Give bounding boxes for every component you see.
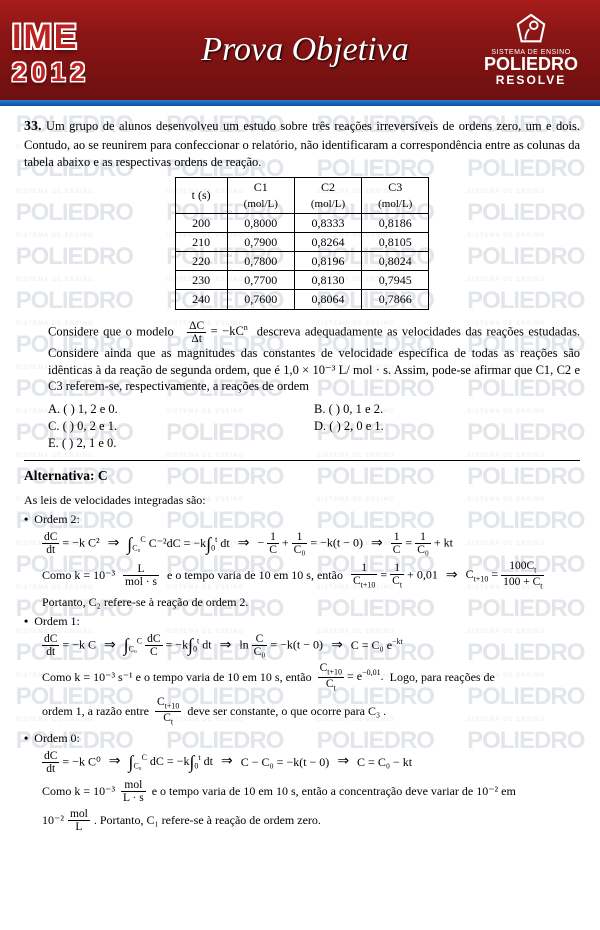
o0t1b: e o tempo varia de 10 em 10 s, então a c… xyxy=(152,784,516,799)
year-text: 2012 xyxy=(12,57,140,88)
exam-title: Prova Objetiva xyxy=(140,31,470,69)
option-a: A. ( ) 1, 2 e 0. xyxy=(48,401,314,418)
header-banner: IME 2012 Prova Objetiva SISTEMA DE ENSIN… xyxy=(0,0,600,100)
order1-eq3: ordem 1, a razão entre Ct+10Ct deve ser … xyxy=(42,696,580,726)
question-body: Um grupo de alunos desenvolveu um estudo… xyxy=(24,119,580,169)
sol-intro: As leis de velocidades integradas são: xyxy=(24,493,580,508)
o1t2b: deve ser constante, o que ocorre para C₃… xyxy=(187,704,386,719)
order1-label: Ordem 1: xyxy=(24,614,580,629)
option-e: E. ( ) 2, 1 e 0. xyxy=(48,435,314,452)
o1t2a: ordem 1, a razão entre xyxy=(42,704,149,719)
o0t2b: . Portanto, C₁ refere-se à reação de ord… xyxy=(94,813,321,828)
separator xyxy=(24,460,580,461)
o0t1: Como k = 10⁻³ xyxy=(42,784,115,799)
question-text: 33. Um grupo de alunos desenvolveu um es… xyxy=(24,118,580,171)
o2t1: Como k = 10⁻³ xyxy=(42,568,115,583)
page-content: 33. Um grupo de alunos desenvolveu um es… xyxy=(0,100,600,847)
order0-eq2: Como k = 10⁻³ molL · s e o tempo varia d… xyxy=(42,779,580,804)
mid1: Considere que o modelo xyxy=(48,324,174,338)
option-d: D. ( ) 2, 0 e 1. xyxy=(314,418,580,435)
o1t1b: Logo, para reações de xyxy=(390,670,495,685)
poliedro-label: POLIEDRO xyxy=(470,56,592,72)
o2t1b: e o tempo varia de 10 em 10 s, então xyxy=(167,568,343,583)
solution: As leis de velocidades integradas são: O… xyxy=(24,493,580,833)
o1t1: Como k = 10⁻³ s⁻¹ e o tempo varia de 10 … xyxy=(42,670,312,685)
order2-eq: dCdt = −k C² ⇒ ∫C₀C C⁻²dC = −k∫0t dt ⇒ −… xyxy=(42,531,580,556)
order2-conclusion: Portanto, C₂ refere-se à reação de ordem… xyxy=(42,595,580,610)
order0-eq: dCdt = −k C⁰ ⇒ ∫C₀C dC = −k∫0t dt ⇒ C − … xyxy=(42,750,580,775)
order0-eq3: 10⁻² molL . Portanto, C₁ refere-se à rea… xyxy=(42,808,580,833)
poliedro-logo: SISTEMA DE ENSINO POLIEDRO RESOLVE xyxy=(470,13,600,86)
o0t2: 10⁻² xyxy=(42,813,64,828)
resolve-label: RESOLVE xyxy=(470,73,592,87)
order2-label: Ordem 2: xyxy=(24,512,580,527)
ime-logo: IME 2012 xyxy=(0,12,140,88)
question-number: 33. xyxy=(24,119,42,134)
option-b: B. ( ) 0, 1 e 2. xyxy=(314,401,580,418)
order1-eq2: Como k = 10⁻³ s⁻¹ e o tempo varia de 10 … xyxy=(42,662,580,692)
options-grid: A. ( ) 1, 2 e 0. B. ( ) 0, 1 e 2. C. ( )… xyxy=(48,401,580,452)
model-text: Considere que o modelo ΔCΔt = −kCn descr… xyxy=(48,320,580,396)
poliedro-icon xyxy=(512,13,550,47)
option-c: C. ( ) 0, 2 e 1. xyxy=(48,418,314,435)
order1-eq: dCdt = −k C ⇒ ∫C₀C dCC = −k∫0t dt ⇒ ln C… xyxy=(42,633,580,658)
data-table: t (s)C1(mol/L)C2(mol/L)C3(mol/L)2000,800… xyxy=(175,177,430,310)
answer-label: Alternativa: C xyxy=(24,467,580,485)
order2-eq2: Como k = 10⁻³ Lmol · s e o tempo varia d… xyxy=(42,560,580,590)
order0-label: Ordem 0: xyxy=(24,731,580,746)
brand-text: IME xyxy=(12,18,140,57)
